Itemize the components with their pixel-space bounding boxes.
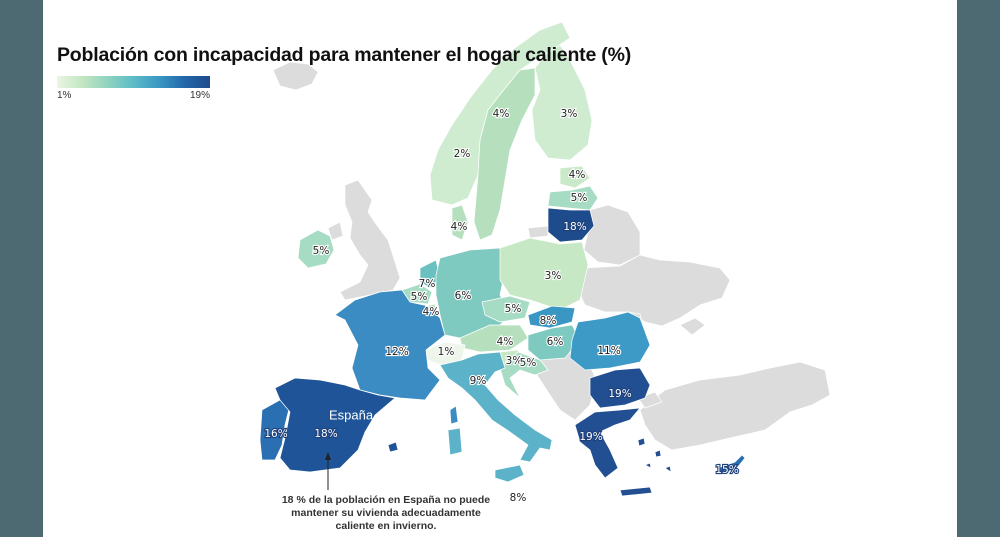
region-uk[interactable] xyxy=(339,179,401,301)
label-hungary: 6% xyxy=(547,336,564,348)
region-lithuania[interactable] xyxy=(547,207,595,243)
map-panel: Población con incapacidad para mantener … xyxy=(43,0,957,537)
region-poland[interactable] xyxy=(499,237,589,311)
region-crimea[interactable] xyxy=(679,317,706,336)
label-bulgaria: 19% xyxy=(608,388,631,400)
label-germany: 6% xyxy=(455,290,472,302)
region-ukraine[interactable] xyxy=(577,254,731,327)
label-czechia: 5% xyxy=(505,303,522,315)
label-spain: 18% xyxy=(314,428,337,440)
region-sardinia[interactable] xyxy=(447,427,463,456)
label-estonia: 4% xyxy=(569,169,586,181)
label-poland: 3% xyxy=(545,270,562,282)
label-cyprus: 15% xyxy=(715,464,738,476)
color-legend: 1% 19% xyxy=(57,76,210,101)
region-greece[interactable] xyxy=(574,407,641,479)
region-spain[interactable] xyxy=(274,377,396,473)
label-sweden: 4% xyxy=(493,108,510,120)
label-malta: 8% xyxy=(510,492,527,504)
region-iceland[interactable] xyxy=(272,61,319,91)
legend-max-label: 19% xyxy=(189,90,210,101)
region-romania[interactable] xyxy=(569,311,651,371)
annotation-arrow-head-icon xyxy=(325,452,331,460)
region-balearic[interactable] xyxy=(387,441,399,453)
spain-annotation: 18 % de la población en España no puede … xyxy=(281,494,491,532)
label-france: 12% xyxy=(385,346,408,358)
region-corsica[interactable] xyxy=(449,405,459,425)
europe-map: 2% 4% 3% 4% 5% 18% 4% 5% 7% 5% 4% 6% 3% … xyxy=(259,21,831,505)
label-italy: 9% xyxy=(470,375,487,387)
region-ireland[interactable] xyxy=(297,229,335,269)
label-norway: 2% xyxy=(454,148,471,160)
region-sicily[interactable] xyxy=(494,464,525,483)
region-czechia[interactable] xyxy=(481,295,531,323)
label-spain-name: España xyxy=(329,407,374,422)
region-belarus[interactable] xyxy=(583,204,641,266)
region-sweden[interactable] xyxy=(473,67,536,241)
label-switzerland: 1% xyxy=(438,346,455,358)
label-croatia: 5% xyxy=(520,357,537,369)
region-estonia[interactable] xyxy=(559,165,591,189)
region-france[interactable] xyxy=(334,289,446,401)
region-finland[interactable] xyxy=(531,44,593,161)
region-austria[interactable] xyxy=(459,324,529,353)
region-cyprus[interactable] xyxy=(717,454,746,475)
legend-min-label: 1% xyxy=(57,90,72,101)
label-slovenia: 3% xyxy=(506,355,523,367)
label-luxembourg: 4% xyxy=(423,306,440,318)
label-greece: 19% xyxy=(579,431,602,443)
label-finland: 3% xyxy=(561,108,578,120)
region-crete[interactable] xyxy=(619,486,653,497)
label-denmark: 4% xyxy=(451,221,468,233)
region-latvia[interactable] xyxy=(547,185,599,211)
region-croatia[interactable] xyxy=(499,351,549,399)
label-ireland: 5% xyxy=(313,245,330,257)
label-lithuania: 18% xyxy=(563,221,586,233)
legend-gradient-bar xyxy=(57,76,210,88)
region-bulgaria[interactable] xyxy=(589,367,651,409)
label-austria: 4% xyxy=(497,336,514,348)
region-northern-ireland[interactable] xyxy=(327,221,344,241)
label-portugal: 16% xyxy=(264,428,287,440)
region-italy[interactable] xyxy=(439,351,553,463)
label-belgium: 5% xyxy=(411,291,428,303)
region-netherlands[interactable] xyxy=(419,259,441,289)
region-slovakia[interactable] xyxy=(527,305,576,329)
label-slovakia: 8% xyxy=(540,315,557,327)
label-latvia: 5% xyxy=(571,192,588,204)
region-denmark[interactable] xyxy=(451,204,469,241)
region-russia-kaliningrad[interactable] xyxy=(527,225,549,239)
label-netherlands: 7% xyxy=(419,278,436,290)
map-title: Población con incapacidad para mantener … xyxy=(57,44,632,66)
label-romania: 11% xyxy=(597,345,620,357)
region-greek-islands[interactable] xyxy=(637,437,672,473)
region-turkey[interactable] xyxy=(639,361,831,451)
